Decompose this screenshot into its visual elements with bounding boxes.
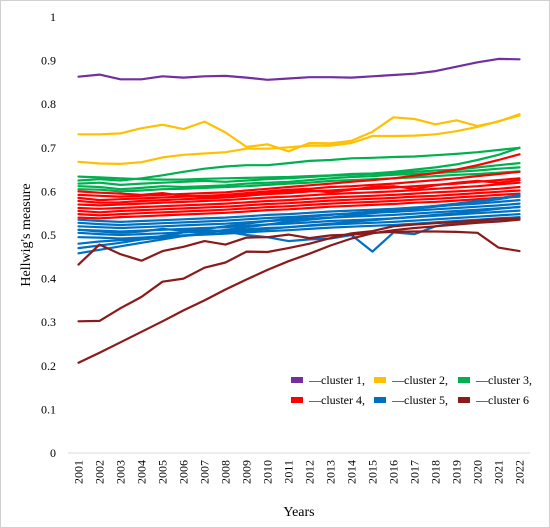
series-line-cluster-5 [77, 194, 521, 255]
legend-label-cluster-4: —cluster 4, [308, 393, 365, 407]
y-tick-label: 0.5 [41, 228, 56, 242]
x-tick-label: 2001 [72, 460, 86, 484]
y-tick-label: 0 [50, 446, 56, 460]
x-tick-label: 2015 [366, 460, 380, 484]
y-tick-label: 0.3 [41, 315, 56, 329]
legend-label-cluster-3: —cluster 3, [475, 373, 532, 387]
series-line-cluster-4 [77, 181, 521, 207]
x-tick-labels: 2001 2002 2003 2004 2005 2006 2007 2008 2009 2010… [72, 460, 527, 484]
legend-label-cluster-5: —cluster 5, [391, 393, 448, 407]
legend-label-cluster-1: —cluster 1, [308, 373, 365, 387]
series-line-cluster-4 [77, 185, 521, 210]
y-tick-labels: 0 0.1 0.2 0.3 0.4 0.5 0.6 0.7 0.8 0.9 1 [41, 10, 56, 460]
series-line-cluster-3 [77, 170, 521, 193]
x-tick-label: 2008 [219, 460, 233, 484]
legend-label-cluster-2: —cluster 2, [391, 373, 448, 387]
series-line-cluster-4 [77, 192, 521, 217]
y-tick-label: 1 [50, 10, 56, 24]
x-tick-label: 2014 [345, 460, 359, 484]
plot-series [77, 57, 521, 364]
x-tick-label: 2013 [324, 460, 338, 484]
x-tick-label: 2019 [450, 460, 464, 484]
y-tick-label: 0.8 [41, 97, 56, 111]
x-tick-label: 2017 [408, 460, 422, 484]
y-tick-label: 0.2 [41, 359, 56, 373]
series-line-cluster-6 [77, 230, 521, 266]
series-line-cluster-2 [77, 114, 521, 165]
x-tick-label: 2003 [114, 460, 128, 484]
y-tick-label: 0.1 [41, 402, 56, 416]
x-tick-label: 2009 [240, 460, 254, 484]
x-tick-label: 2007 [198, 460, 212, 484]
series-line-cluster-5 [77, 202, 521, 227]
x-tick-label: 2005 [156, 460, 170, 484]
x-tick-label: 2016 [387, 460, 401, 484]
x-axis-title: Years [283, 505, 314, 520]
series-line-cluster-6 [77, 217, 521, 323]
series-line-cluster-4 [77, 153, 521, 198]
y-tick-label: 0.6 [41, 184, 56, 198]
series-line-cluster-4 [77, 179, 521, 198]
series-line-cluster-4 [77, 195, 521, 220]
legend: —cluster 1, —cluster 2, —cluster 3, —cluste… [282, 364, 532, 426]
series-line-cluster-4 [77, 189, 521, 214]
x-tick-label: 2020 [471, 460, 485, 484]
x-tick-label: 2022 [513, 460, 527, 484]
x-tick-label: 2006 [177, 460, 191, 484]
x-tick-label: 2021 [492, 460, 506, 484]
series-line-cluster-5 [77, 206, 521, 230]
series-line-cluster-3 [77, 162, 521, 186]
series-line-cluster-3 [77, 146, 521, 182]
y-tick-label: 0.7 [41, 141, 56, 155]
x-tick-label: 2002 [93, 460, 107, 484]
y-tick-label: 0.4 [41, 272, 56, 286]
series-line-cluster-4 [77, 170, 521, 202]
legend-label-cluster-6: —cluster 6 [475, 393, 529, 407]
y-axis-title: Hellwig's measure [19, 183, 34, 286]
series-line-cluster-1 [77, 57, 521, 81]
legend-box [282, 364, 529, 426]
y-tick-label: 0.9 [41, 54, 56, 68]
x-tick-label: 2004 [135, 460, 149, 484]
x-tick-label: 2010 [261, 460, 275, 484]
x-tick-label: 2012 [303, 460, 317, 484]
x-tick-label: 2011 [282, 460, 296, 484]
x-tick-label: 2018 [429, 460, 443, 484]
series-line-cluster-6 [77, 218, 521, 364]
